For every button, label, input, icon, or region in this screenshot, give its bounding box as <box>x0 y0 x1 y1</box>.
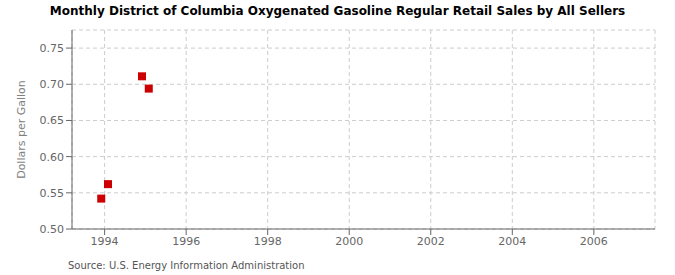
html-text:Source: U.S. Energy Informatio: Source: U.S. Energy Information Administ… <box>68 260 305 271</box>
svg-text:Dollars per Gallon: Dollars per Gallon <box>15 80 28 179</box>
svg-text:2004: 2004 <box>498 235 526 248</box>
svg-text:2006: 2006 <box>580 235 608 248</box>
svg-text:2002: 2002 <box>417 235 445 248</box>
svg-text:0.65: 0.65 <box>40 114 65 127</box>
svg-text:1998: 1998 <box>254 235 282 248</box>
svg-text:0.55: 0.55 <box>40 187 65 200</box>
svg-text:2000: 2000 <box>335 235 363 248</box>
svg-text:0.70: 0.70 <box>40 78 65 91</box>
svg-text:1994: 1994 <box>91 235 119 248</box>
svg-text:0.60: 0.60 <box>40 151 65 164</box>
svg-text:0.50: 0.50 <box>40 223 65 236</box>
svg-text:0.75: 0.75 <box>40 42 65 55</box>
html-text:Monthly District of Columbia O: Monthly District of Columbia Oxygenated … <box>49 4 626 18</box>
svg-text:1996: 1996 <box>172 235 200 248</box>
